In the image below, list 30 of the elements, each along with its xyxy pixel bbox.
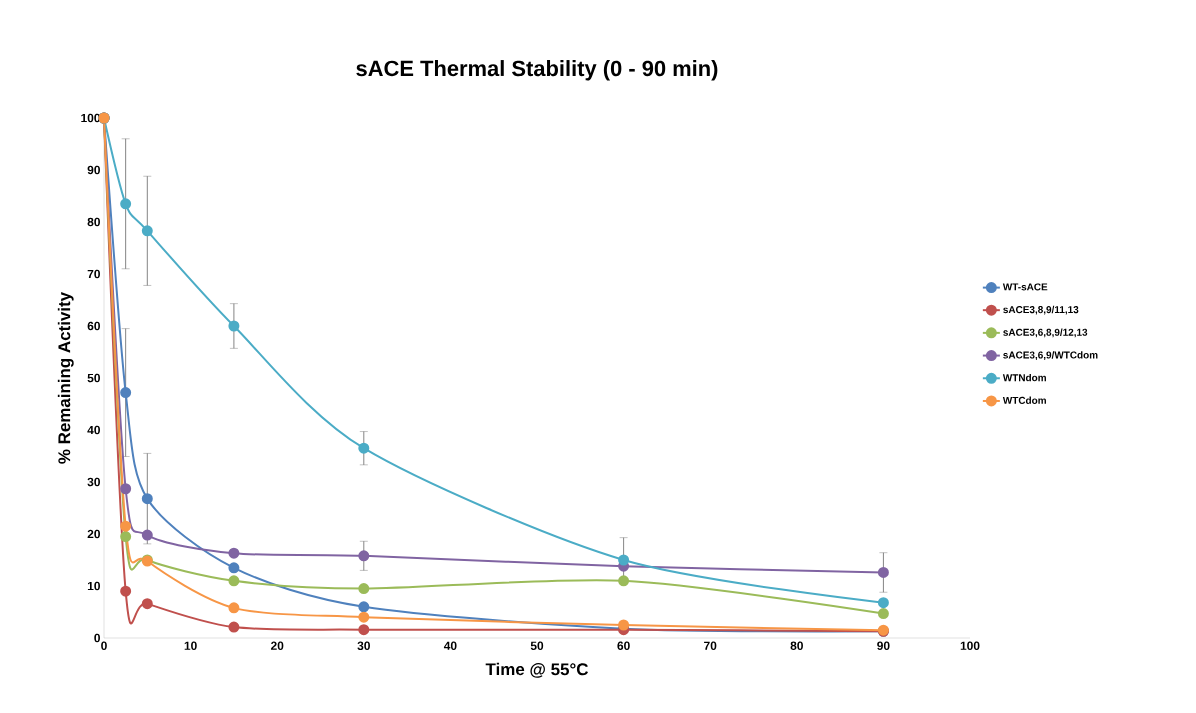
x-tick-label: 30 [357, 641, 370, 651]
x-tick-label: 70 [704, 641, 717, 650]
legend-label: sACE3,8,9/11,13 [1003, 305, 1079, 315]
y-tick-label: 30 [87, 477, 100, 487]
x-tick-label: 0 [101, 641, 107, 650]
y-tick-label: 70 [87, 269, 100, 279]
y-tick-label: 60 [87, 321, 100, 331]
y-axis-title: % Remaining Activity [57, 291, 74, 464]
x-tick-label: 90 [877, 641, 890, 650]
y-tick-label: 0 [94, 633, 100, 643]
legend-label: WTNdom [1002, 373, 1046, 382]
x-tick-label: 20 [270, 641, 284, 650]
y-tick-label: 90 [87, 165, 100, 175]
x-axis-title: Time @ 55°C [485, 662, 589, 678]
legend-label: WT-sACE [1002, 283, 1048, 291]
x-tick-label: 60 [617, 641, 630, 650]
chart-title: sACE Thermal Stability (0 - 90 min) [356, 60, 718, 81]
x-tick-label: 10 [184, 641, 197, 650]
legend-label: sACE3,6,8,9/12,13 [1003, 328, 1088, 338]
y-tick-label: 20 [87, 529, 100, 539]
y-tick-label: 40 [87, 425, 100, 435]
x-tick-label: 40 [443, 641, 457, 650]
legend-label: sACE3,6,9/WTCdom [1003, 351, 1098, 360]
y-tick-label: 50 [87, 373, 100, 383]
y-tick-label: 10 [87, 581, 100, 591]
y-tick-label: 80 [87, 217, 100, 227]
x-tick-label: 80 [790, 641, 803, 650]
x-tick-label: 100 [960, 641, 980, 650]
x-tick-label: 50 [530, 641, 544, 650]
legend-label: WTCdom [1002, 396, 1046, 404]
